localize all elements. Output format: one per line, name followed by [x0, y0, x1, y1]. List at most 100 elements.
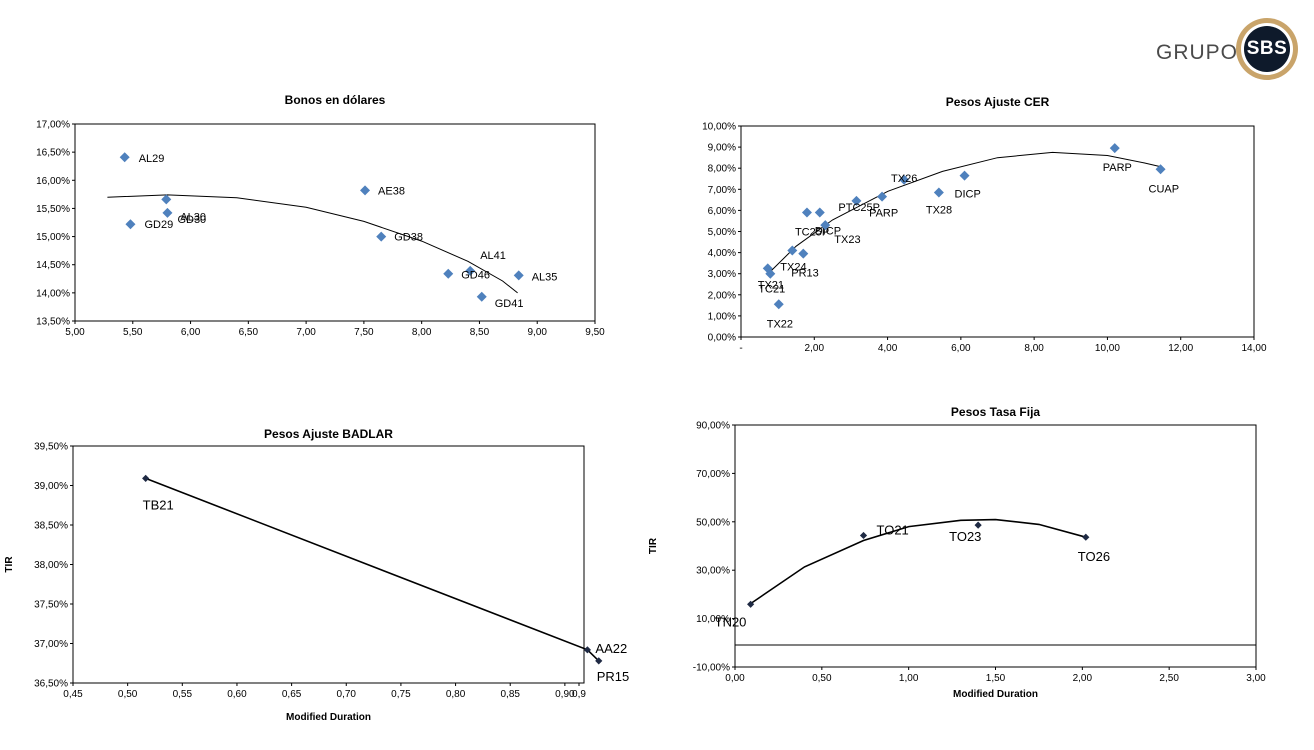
- data-point-aa22: [583, 646, 592, 654]
- x-tick-label: 7,50: [354, 327, 374, 338]
- data-point-tn20: [747, 600, 755, 608]
- x-tick-label: 0,50: [812, 673, 832, 684]
- data-label: TX26: [891, 173, 917, 185]
- logo-ring: SBS: [1236, 18, 1298, 80]
- x-tick-label: 0,50: [118, 689, 138, 700]
- data-label: TC25P: [795, 227, 829, 239]
- y-tick-label: 15,00%: [36, 232, 70, 243]
- data-point-to23: [974, 521, 982, 529]
- data-label: GD46: [461, 270, 490, 282]
- x-tick-label: 8,50: [470, 327, 490, 338]
- x-tick-label: 12,00: [1168, 343, 1193, 354]
- data-point-dicp: [814, 207, 825, 218]
- plot-area: [72, 445, 585, 684]
- x-axis-label: Modified Duration: [286, 712, 371, 723]
- y-tick-label: 17,00%: [36, 120, 70, 131]
- x-tick-label: 5,50: [123, 327, 143, 338]
- data-label: DICP: [955, 189, 981, 201]
- x-tick-label: 0,85: [500, 689, 520, 700]
- y-tick-label: 14,50%: [36, 260, 70, 271]
- data-point-tx26: [899, 174, 910, 185]
- data-point-al30: [161, 194, 172, 205]
- data-label: AL30: [180, 211, 206, 223]
- y-tick-label: 37,00%: [34, 639, 68, 650]
- x-tick-label: 8,00: [1024, 343, 1044, 354]
- data-point-dicp: [959, 170, 970, 181]
- x-tick-label: 0,80: [446, 689, 466, 700]
- y-tick-label: 2,00%: [708, 290, 736, 301]
- data-label: PR13: [791, 268, 819, 280]
- data-label: TX23: [834, 234, 860, 246]
- y-tick-label: 16,00%: [36, 176, 70, 187]
- data-point-gd29: [125, 219, 136, 230]
- trend-line: [107, 194, 518, 294]
- x-tick-label: 3,00: [1246, 673, 1266, 684]
- x-tick-label: 2,50: [1159, 673, 1179, 684]
- data-point-ptc25p: [851, 195, 862, 206]
- data-point-cuap: [1155, 164, 1166, 175]
- plot-area: [734, 424, 1257, 668]
- data-label: TX28: [926, 204, 952, 216]
- data-point-pr13: [798, 248, 809, 259]
- logo-text: GRUPO: [1156, 41, 1239, 64]
- y-tick-label: 36,50%: [34, 679, 68, 690]
- data-label: TB21: [143, 497, 174, 512]
- y-tick-label: 9,00%: [708, 143, 736, 154]
- x-tick-label: 10,00: [1095, 343, 1120, 354]
- data-label: TO23: [949, 529, 981, 544]
- x-tick-label: 1,00: [899, 673, 919, 684]
- y-tick-label: 50,00%: [696, 517, 730, 528]
- data-point-pr15: [595, 657, 603, 665]
- data-point-tc21: [765, 268, 776, 279]
- data-point-tb21: [142, 474, 150, 482]
- data-label: PARP: [1103, 162, 1132, 174]
- x-tick-label: 1,50: [986, 673, 1006, 684]
- data-point-gd38: [376, 231, 387, 242]
- data-label: TC21: [758, 284, 785, 296]
- y-tick-label: 38,00%: [34, 560, 68, 571]
- data-point-tx22: [773, 299, 784, 310]
- x-tick-label: 2,00: [805, 343, 825, 354]
- y-tick-label: 3,00%: [708, 269, 736, 280]
- data-label: GD41: [495, 298, 524, 310]
- logo-badge: SBS: [1244, 26, 1290, 72]
- x-tick-label: 5,00: [65, 327, 85, 338]
- x-tick-label: 14,00: [1241, 343, 1266, 354]
- x-tick-label: 0,70: [337, 689, 357, 700]
- data-point-gd30: [162, 207, 173, 218]
- data-point-tc25p: [801, 207, 812, 218]
- y-tick-label: 4,00%: [708, 248, 736, 259]
- x-tick-label: 2,00: [1073, 673, 1093, 684]
- y-tick-label: 10,00%: [696, 614, 730, 625]
- x-tick-label: 0,90: [555, 689, 575, 700]
- data-label: PARP: [869, 208, 898, 220]
- trend-line: [750, 518, 1087, 605]
- x-tick-label: 7,00: [296, 327, 316, 338]
- y-tick-label: 90,00%: [696, 421, 730, 432]
- grupo-sbs-logo: GRUPO SBS: [1150, 18, 1302, 88]
- data-point-tx28: [933, 187, 944, 198]
- data-point-gd46: [443, 268, 454, 279]
- data-label: DICP: [815, 226, 841, 238]
- data-label: TX21: [758, 279, 784, 291]
- data-label: AE38: [378, 185, 405, 197]
- y-tick-label: 0,00%: [708, 333, 736, 344]
- y-tick-label: 14,00%: [36, 288, 70, 299]
- y-tick-label: 38,50%: [34, 521, 68, 532]
- chart-badlar: Pesos Ajuste BADLAR 36,50% 37,00% 37,50% 38,…: [4, 427, 629, 723]
- data-label: AL29: [139, 153, 165, 165]
- data-point-gd41: [476, 291, 487, 302]
- data-point-parp: [877, 191, 888, 202]
- y-tick-label: 8,00%: [708, 164, 736, 175]
- data-point-ae38: [360, 185, 371, 196]
- plot-area: [74, 123, 596, 322]
- x-tick-label: 0,9: [572, 689, 586, 700]
- chart-title: Pesos Ajuste BADLAR: [264, 427, 393, 441]
- data-label: PR15: [597, 669, 630, 684]
- y-tick-label: 37,50%: [34, 600, 68, 611]
- x-tick-label: 0,60: [227, 689, 247, 700]
- x-tick-label: 0,00: [725, 673, 745, 684]
- chart-fija: Pesos Tasa Fija -10,00% 10,00% 30,00% 50,00%…: [648, 405, 1266, 700]
- data-point-tx23: [820, 220, 831, 231]
- x-tick-label: 6,00: [951, 343, 971, 354]
